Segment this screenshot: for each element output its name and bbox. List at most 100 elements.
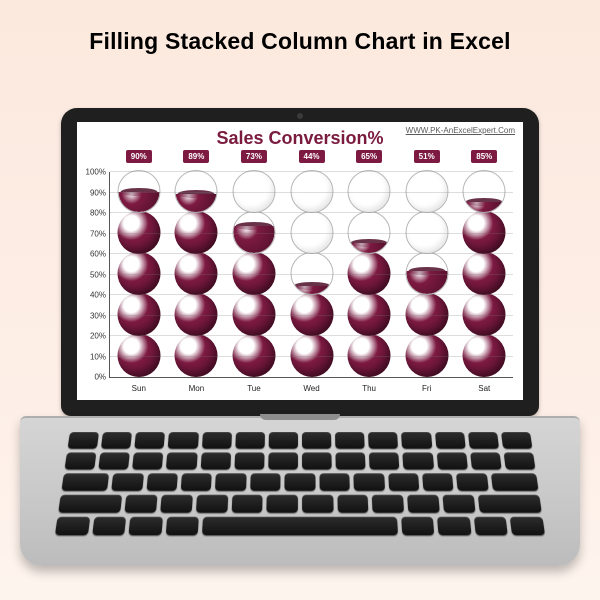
laptop-screen: Sales Conversion% WWW.PK-AnExcelExpert.C… bbox=[77, 122, 523, 400]
value-label: 51% bbox=[414, 150, 440, 163]
keyboard-key bbox=[422, 473, 454, 491]
keyboard-key bbox=[111, 473, 143, 491]
chart-column: 90%Sun bbox=[110, 172, 168, 377]
keyboard-row bbox=[61, 473, 538, 491]
y-axis-tick: 80% bbox=[82, 209, 106, 218]
keyboard-key bbox=[166, 452, 197, 469]
x-axis-label: Thu bbox=[340, 384, 398, 393]
keyboard-key bbox=[403, 452, 434, 469]
chart-column: 44%Wed bbox=[283, 172, 341, 377]
keyboard-key bbox=[474, 517, 509, 535]
gridline bbox=[110, 192, 513, 193]
y-axis-tick: 70% bbox=[82, 229, 106, 238]
keyboard-key bbox=[336, 452, 366, 469]
value-label: 90% bbox=[126, 150, 152, 163]
keyboard-key bbox=[92, 517, 127, 535]
gridline bbox=[110, 212, 513, 213]
gridline bbox=[110, 171, 513, 172]
y-axis-tick: 40% bbox=[82, 291, 106, 300]
keyboard-key bbox=[302, 432, 331, 449]
keyboard-row bbox=[68, 432, 533, 449]
sphere-stack bbox=[175, 172, 218, 377]
sphere-stack bbox=[348, 172, 391, 377]
keyboard-key bbox=[337, 495, 369, 513]
value-label: 65% bbox=[356, 150, 382, 163]
keyboard-key bbox=[234, 452, 264, 469]
keyboard-key bbox=[98, 452, 130, 469]
sphere-stack bbox=[405, 172, 448, 377]
keyboard-key bbox=[55, 517, 90, 535]
keyboard-key bbox=[202, 432, 232, 449]
y-axis-tick: 90% bbox=[82, 188, 106, 197]
sphere-stack bbox=[290, 172, 333, 377]
keyboard-key bbox=[436, 452, 467, 469]
keyboard-key bbox=[129, 517, 163, 535]
gridline bbox=[110, 356, 513, 357]
keyboard-key bbox=[353, 473, 384, 491]
gridline bbox=[110, 335, 513, 336]
page-title: Filling Stacked Column Chart in Excel bbox=[0, 28, 600, 55]
chart-plot-area: 90%Sun89%Mon73%Tue44%Wed65%Thu51%Fri85%S… bbox=[109, 172, 513, 378]
keyboard-key bbox=[477, 495, 541, 513]
keyboard-key bbox=[319, 473, 350, 491]
x-axis-label: Wed bbox=[283, 384, 341, 393]
keyboard-key bbox=[335, 432, 365, 449]
keyboard-key bbox=[285, 473, 316, 491]
keyboard-key bbox=[435, 432, 466, 449]
x-axis-label: Fri bbox=[398, 384, 456, 393]
keyboard-key bbox=[65, 452, 97, 469]
keyboard-key bbox=[168, 432, 199, 449]
x-axis-label: Sat bbox=[455, 384, 513, 393]
keyboard-key bbox=[269, 432, 298, 449]
laptop-hinge bbox=[260, 414, 340, 420]
keyboard-key bbox=[200, 452, 231, 469]
x-axis-label: Tue bbox=[225, 384, 283, 393]
chart-column: 65%Thu bbox=[340, 172, 398, 377]
y-axis-tick: 100% bbox=[82, 168, 106, 177]
keyboard-key bbox=[302, 452, 332, 469]
keyboard-row bbox=[65, 452, 536, 469]
keyboard-key bbox=[470, 452, 502, 469]
chart-columns: 90%Sun89%Mon73%Tue44%Wed65%Thu51%Fri85%S… bbox=[110, 172, 513, 377]
laptop-keyboard bbox=[55, 432, 545, 535]
gridline bbox=[110, 253, 513, 254]
y-axis-tick: 10% bbox=[82, 352, 106, 361]
sphere-stack bbox=[232, 172, 275, 377]
value-label: 89% bbox=[183, 150, 209, 163]
y-axis-tick: 0% bbox=[82, 373, 106, 382]
gridline bbox=[110, 294, 513, 295]
keyboard-key bbox=[368, 432, 398, 449]
keyboard-key bbox=[68, 432, 100, 449]
keyboard-key bbox=[165, 517, 199, 535]
chart-column: 73%Tue bbox=[225, 172, 283, 377]
laptop-deck bbox=[20, 416, 580, 566]
y-axis-tick: 20% bbox=[82, 332, 106, 341]
keyboard-key bbox=[302, 495, 333, 513]
chart-column: 85%Sat bbox=[455, 172, 513, 377]
value-label: 44% bbox=[299, 150, 325, 163]
keyboard-key bbox=[456, 473, 488, 491]
y-axis-tick: 50% bbox=[82, 270, 106, 279]
camera-dot bbox=[297, 113, 303, 119]
sphere-stack bbox=[117, 172, 160, 377]
keyboard-key bbox=[401, 517, 435, 535]
gridline bbox=[110, 274, 513, 275]
keyboard-key bbox=[181, 473, 212, 491]
keyboard-key bbox=[388, 473, 419, 491]
keyboard-key bbox=[372, 495, 404, 513]
keyboard-key bbox=[491, 473, 539, 491]
keyboard-key bbox=[437, 517, 471, 535]
keyboard-key bbox=[503, 452, 535, 469]
keyboard-key bbox=[196, 495, 228, 513]
keyboard-key bbox=[132, 452, 163, 469]
value-label: 73% bbox=[241, 150, 267, 163]
keyboard-key bbox=[267, 495, 298, 513]
keyboard-key bbox=[268, 452, 298, 469]
keyboard-key bbox=[135, 432, 166, 449]
chart-column: 51%Fri bbox=[398, 172, 456, 377]
keyboard-key bbox=[231, 495, 263, 513]
laptop-bezel: Sales Conversion% WWW.PK-AnExcelExpert.C… bbox=[61, 108, 539, 416]
keyboard-key bbox=[235, 432, 265, 449]
keyboard-row bbox=[58, 495, 542, 513]
laptop-mockup: Sales Conversion% WWW.PK-AnExcelExpert.C… bbox=[61, 108, 539, 566]
